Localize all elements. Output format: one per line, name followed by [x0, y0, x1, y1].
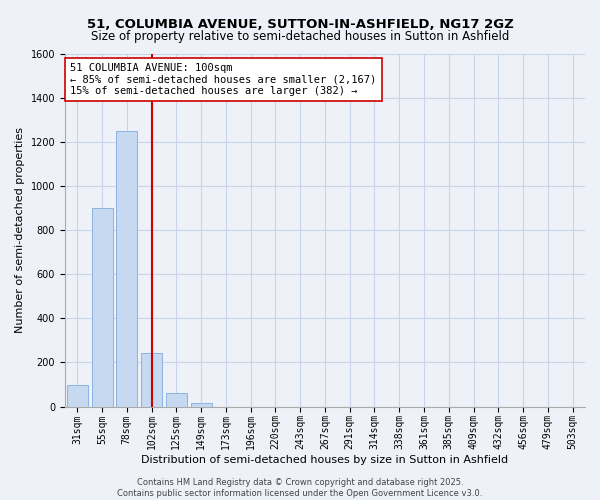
Bar [166, 394, 187, 406]
Bar [191, 404, 212, 406]
Text: Contains HM Land Registry data © Crown copyright and database right 2025.
Contai: Contains HM Land Registry data © Crown c… [118, 478, 482, 498]
Bar [67, 384, 88, 406]
Text: Size of property relative to semi-detached houses in Sutton in Ashfield: Size of property relative to semi-detach… [91, 30, 509, 43]
X-axis label: Distribution of semi-detached houses by size in Sutton in Ashfield: Distribution of semi-detached houses by … [142, 455, 509, 465]
Y-axis label: Number of semi-detached properties: Number of semi-detached properties [15, 128, 25, 334]
Text: 51, COLUMBIA AVENUE, SUTTON-IN-ASHFIELD, NG17 2GZ: 51, COLUMBIA AVENUE, SUTTON-IN-ASHFIELD,… [86, 18, 514, 30]
Bar [92, 208, 113, 406]
Bar [116, 131, 137, 406]
Bar [141, 352, 162, 406]
Text: 51 COLUMBIA AVENUE: 100sqm
← 85% of semi-detached houses are smaller (2,167)
15%: 51 COLUMBIA AVENUE: 100sqm ← 85% of semi… [70, 63, 376, 96]
